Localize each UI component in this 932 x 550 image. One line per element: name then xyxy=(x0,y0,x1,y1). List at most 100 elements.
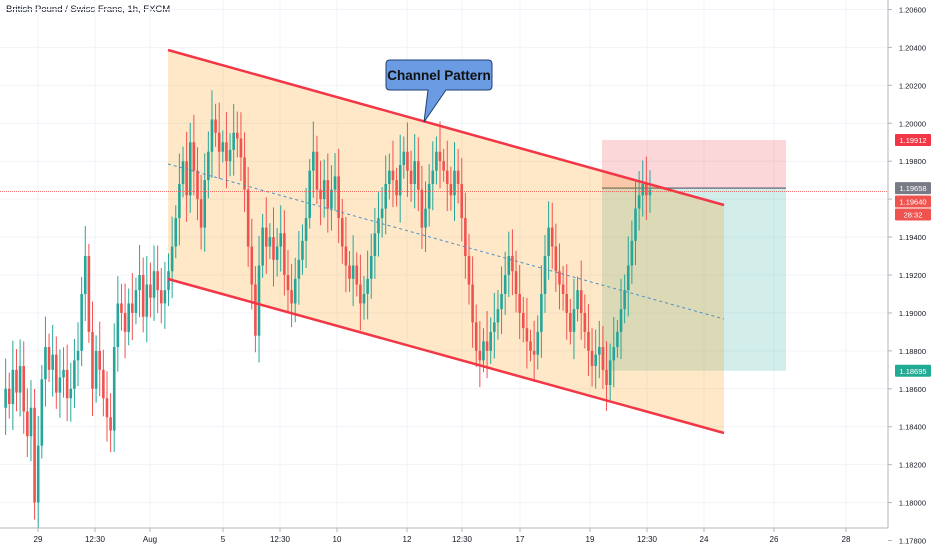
candle-body xyxy=(485,341,489,351)
candle-body xyxy=(373,233,377,257)
time-axis[interactable]: 29 12:30 Aug 5 12:30 10 12 12:30 17 19 12:30 24 26 28 xyxy=(0,527,888,550)
candle-body xyxy=(149,284,152,298)
time-tick-label: Aug xyxy=(143,535,157,544)
candle-body xyxy=(398,165,402,196)
price-tick-label: 1.20200 xyxy=(899,81,926,90)
candle-body xyxy=(214,119,217,133)
candle-body xyxy=(641,183,645,196)
candle-body xyxy=(612,347,616,361)
candle-body xyxy=(409,170,413,184)
price-axis[interactable]: 1.20600 1.20400 1.20200 1.20000 1.19800 1.196… xyxy=(887,0,932,550)
time-tick-label: 12:30 xyxy=(85,535,106,544)
candle-body xyxy=(80,293,83,351)
candle-body xyxy=(471,284,474,323)
channel-lines[interactable] xyxy=(167,48,725,435)
time-axis-bg xyxy=(0,528,888,550)
candle-body xyxy=(178,183,181,219)
candle-body xyxy=(561,284,565,294)
candle-body xyxy=(76,350,80,361)
candle-body xyxy=(94,350,98,389)
candle-body xyxy=(127,303,130,332)
candle-body xyxy=(565,293,569,313)
candle-body xyxy=(286,275,290,291)
last-price-label: 1.19658 xyxy=(899,184,926,193)
candle-body xyxy=(131,303,134,313)
candle-body xyxy=(228,149,232,162)
candle-body xyxy=(26,411,29,437)
candle-body xyxy=(156,271,159,291)
lower-trendline xyxy=(167,277,725,435)
upper-trendline xyxy=(167,48,725,207)
candle-body xyxy=(478,350,482,361)
candle-body xyxy=(648,189,652,196)
candle-body xyxy=(102,369,105,399)
candle-body xyxy=(590,350,594,367)
price-tick-label: 1.20400 xyxy=(899,43,926,52)
price-tick-label: 1.19200 xyxy=(899,271,926,280)
time-tick-label: 12 xyxy=(403,535,412,544)
candle-body xyxy=(456,170,460,184)
candle-body xyxy=(503,275,507,294)
candle-body xyxy=(594,354,597,367)
candle-body xyxy=(438,151,442,162)
candle-body xyxy=(380,208,384,219)
candle-body xyxy=(315,151,319,190)
candle-body xyxy=(87,256,91,332)
candle-body xyxy=(340,218,344,247)
time-tick-label: 19 xyxy=(586,535,595,544)
candle-body xyxy=(464,218,467,257)
candle-body xyxy=(18,366,22,393)
candle-body xyxy=(616,331,619,348)
candle-body xyxy=(322,180,326,200)
candle-body xyxy=(493,322,496,332)
candle-body xyxy=(601,347,605,370)
candle-body xyxy=(467,256,471,285)
candle-body xyxy=(362,293,366,304)
candle-body xyxy=(540,293,543,332)
candle-body xyxy=(308,170,311,219)
candle-body xyxy=(489,331,492,351)
price-tick-label: 1.20000 xyxy=(899,119,926,128)
candle-body xyxy=(598,347,601,355)
candle-body xyxy=(152,271,156,298)
candle-body xyxy=(138,275,141,291)
candle-body xyxy=(167,271,170,291)
countdown-label-bg xyxy=(895,208,931,221)
callout[interactable]: Channel Pattern xyxy=(385,59,493,123)
time-tick-label: 12:30 xyxy=(270,535,291,544)
candle-body xyxy=(496,309,500,323)
time-tick-label: 17 xyxy=(516,535,525,544)
price-tick-label: 1.18400 xyxy=(899,423,926,432)
candle-body xyxy=(254,284,257,336)
candle-body xyxy=(293,278,297,304)
candle-body xyxy=(406,151,409,171)
candle-body xyxy=(511,256,514,272)
candle-body xyxy=(608,360,612,385)
candle-body xyxy=(51,354,54,370)
candle-body xyxy=(435,151,438,171)
candle-body xyxy=(507,256,511,275)
candle-body xyxy=(196,170,199,200)
candle-body xyxy=(449,183,453,196)
candle-body xyxy=(264,227,268,247)
take-profit-price-label: 1.18695 xyxy=(899,367,926,376)
candle-body xyxy=(525,328,529,342)
candle-body xyxy=(159,290,163,304)
callout-bubble xyxy=(385,59,493,123)
candle-body xyxy=(572,309,576,332)
candle-body xyxy=(326,180,330,209)
candle-body xyxy=(257,265,261,336)
candle-body xyxy=(141,275,145,317)
candle-body xyxy=(312,151,315,171)
candle-body xyxy=(112,347,116,431)
candle-body xyxy=(236,132,239,139)
candle-body xyxy=(207,151,210,181)
candle-body xyxy=(91,331,94,389)
candle-body xyxy=(344,246,348,266)
take-profit-price-label-bg xyxy=(895,364,931,377)
current-price-label: 1.19640 xyxy=(899,198,926,207)
candle-body xyxy=(337,176,340,219)
candle-body xyxy=(587,331,590,351)
take-profit-zone xyxy=(602,188,786,371)
